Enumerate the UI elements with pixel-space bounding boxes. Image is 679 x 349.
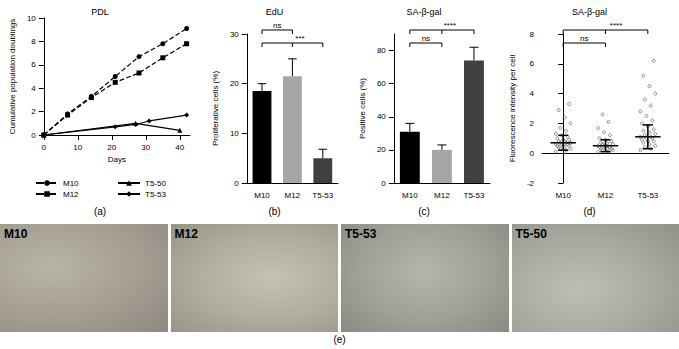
svg-text:Days: Days (108, 155, 126, 164)
svg-text:SA-β-gal: SA-β-gal (572, 7, 607, 17)
html-text:(a): (a) (93, 206, 107, 217)
html-text:(b): (b) (268, 206, 281, 217)
svg-text:M10: M10 (555, 191, 571, 200)
svg-text:2: 2 (31, 107, 36, 116)
svg-text:Cumulative population doubling: Cumulative population doublings (8, 19, 17, 135)
svg-text:T5-50: T5-50 (145, 179, 166, 188)
svg-text:SA-β-gal: SA-β-gal (406, 7, 441, 17)
svg-text:0: 0 (381, 179, 386, 188)
svg-text:40: 40 (175, 143, 184, 152)
svg-text:M12: M12 (598, 191, 614, 200)
html-text:(c): (c) (418, 206, 430, 217)
html-text:(d): (d) (583, 206, 596, 217)
svg-text:30: 30 (230, 30, 239, 39)
svg-text:M10: M10 (254, 191, 270, 200)
svg-text:80: 80 (377, 46, 386, 55)
svg-text:Fluorescence intensity per cel: Fluorescence intensity per cell (508, 54, 517, 162)
svg-text:40: 40 (377, 112, 386, 121)
svg-text:30: 30 (141, 143, 150, 152)
svg-text:6: 6 (530, 59, 535, 68)
svg-text:ns: ns (273, 21, 281, 30)
html-text:M10: M10 (4, 227, 28, 241)
html-text:(e): (e) (333, 334, 346, 345)
svg-text:10: 10 (230, 129, 239, 138)
svg-text:0: 0 (42, 143, 47, 152)
svg-text:0: 0 (234, 179, 239, 188)
svg-text:8: 8 (530, 30, 535, 39)
svg-text:6: 6 (31, 60, 36, 69)
svg-text:****: **** (444, 21, 456, 30)
svg-text:EdU: EdU (266, 7, 284, 17)
svg-text:M10: M10 (63, 179, 79, 188)
svg-text:2: 2 (530, 119, 535, 128)
svg-text:***: *** (295, 34, 304, 43)
svg-text:4: 4 (530, 89, 535, 98)
svg-text:M10: M10 (402, 191, 418, 200)
svg-text:Proliferative cells (%): Proliferative cells (%) (211, 71, 220, 146)
svg-text:T5-53: T5-53 (312, 191, 333, 200)
svg-text:M12: M12 (434, 191, 450, 200)
svg-text:ns: ns (580, 34, 588, 43)
svg-text:Positive cells (%): Positive cells (%) (358, 78, 367, 139)
html-text:T5-53: T5-53 (345, 227, 377, 241)
svg-text:20: 20 (377, 145, 386, 154)
svg-text:4: 4 (31, 84, 36, 93)
svg-text:60: 60 (377, 79, 386, 88)
svg-text:0: 0 (31, 131, 36, 140)
svg-text:T5-53: T5-53 (464, 191, 485, 200)
svg-text:****: **** (610, 21, 622, 30)
svg-text:T5-53: T5-53 (145, 190, 166, 199)
svg-text:M12: M12 (63, 190, 79, 199)
svg-text:8: 8 (31, 37, 36, 46)
svg-text:20: 20 (230, 79, 239, 88)
svg-text:20: 20 (107, 143, 116, 152)
svg-text:T5-53: T5-53 (637, 191, 658, 200)
svg-text:PDL: PDL (91, 7, 109, 17)
svg-text:-2: -2 (527, 179, 535, 188)
svg-text:ns: ns (422, 34, 430, 43)
svg-text:10: 10 (27, 14, 36, 23)
html-text:T5-50: T5-50 (515, 227, 547, 241)
svg-text:0: 0 (530, 149, 535, 158)
svg-text:M12: M12 (285, 191, 301, 200)
html-text:M12: M12 (174, 227, 198, 241)
svg-text:10: 10 (73, 143, 82, 152)
